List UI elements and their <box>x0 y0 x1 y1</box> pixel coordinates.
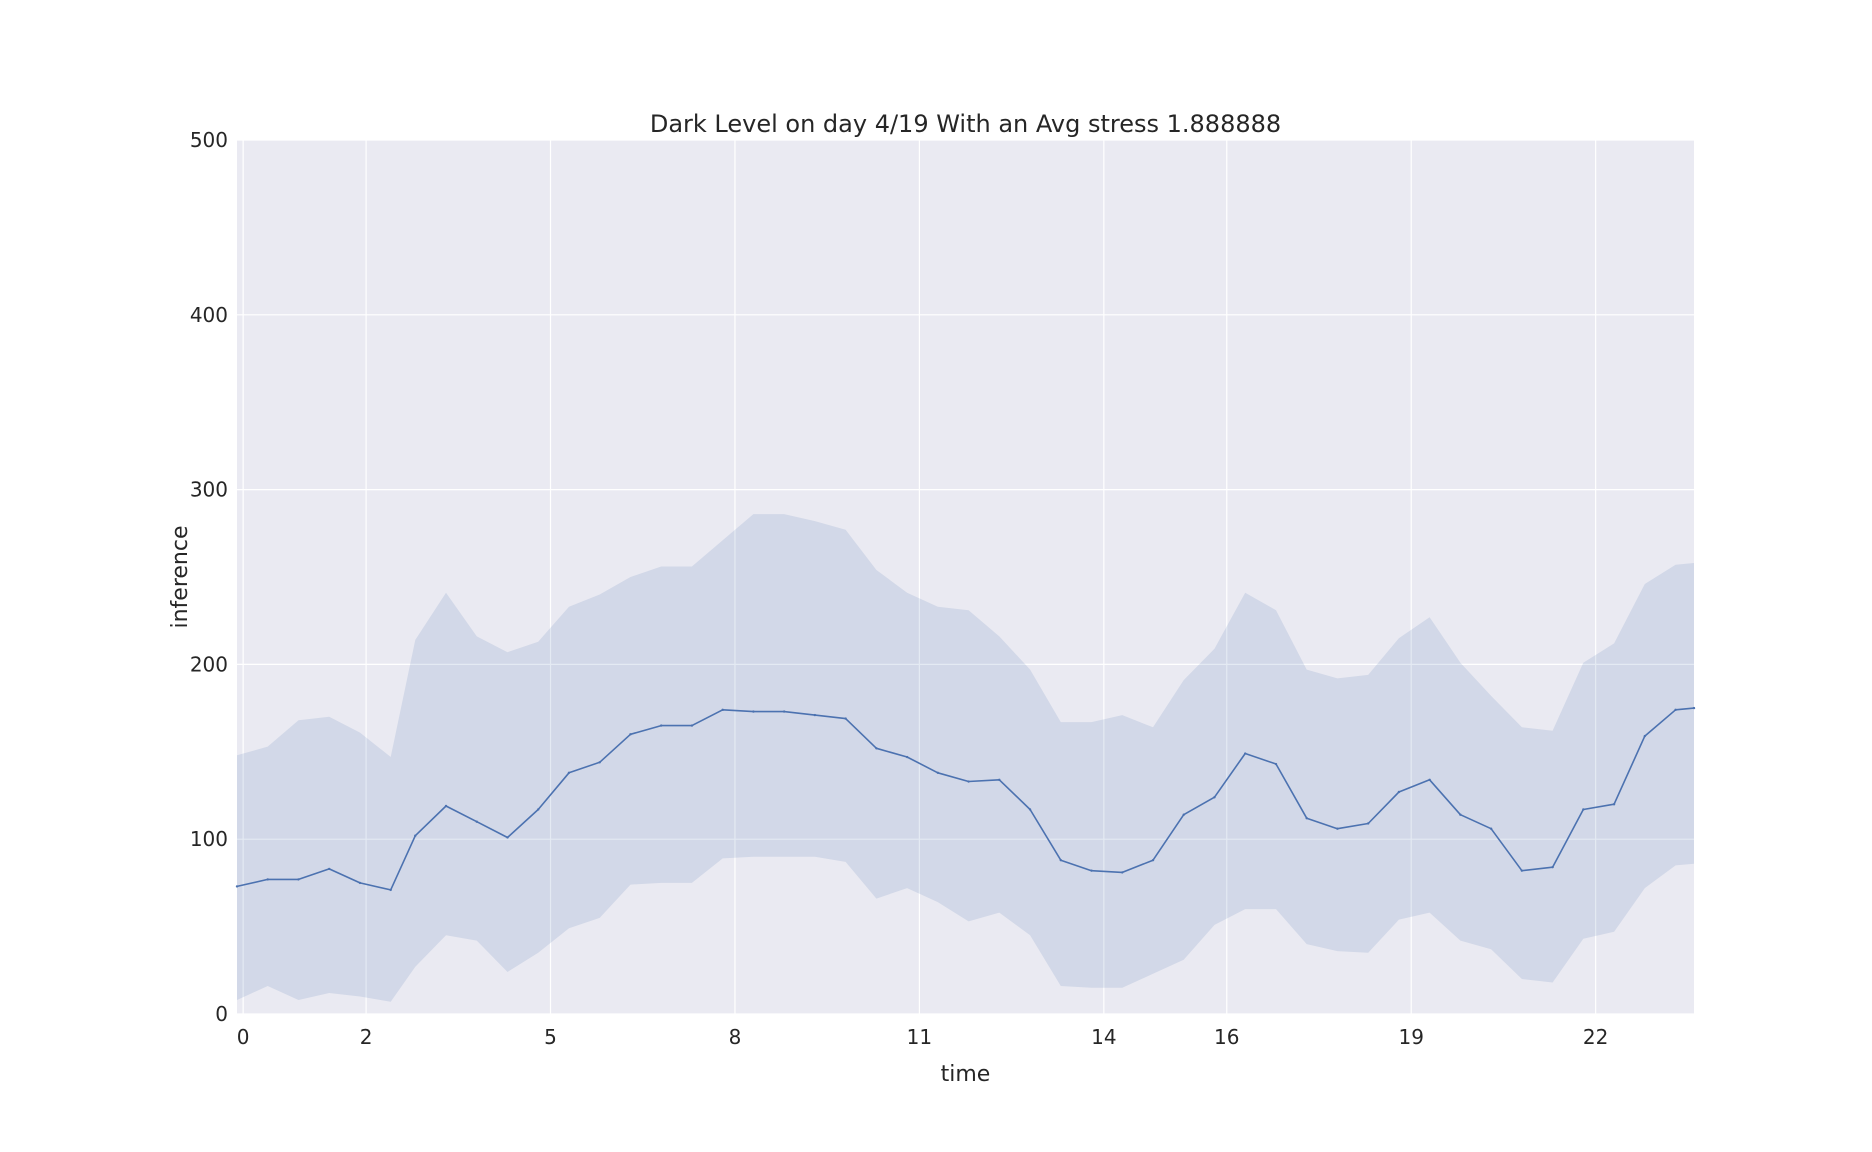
mean-data-point <box>1182 813 1185 816</box>
mean-data-point <box>1213 796 1216 799</box>
chart-title: Dark Level on day 4/19 With an Avg stres… <box>650 110 1281 138</box>
mean-data-point <box>328 867 331 871</box>
y-tick-label: 200 <box>190 652 228 676</box>
mean-data-point <box>936 771 940 774</box>
mean-data-point <box>782 710 786 713</box>
mean-data-point <box>1520 869 1524 872</box>
mean-data-point <box>1428 778 1431 781</box>
y-tick-label: 100 <box>190 827 228 851</box>
y-tick-label: 0 <box>215 1002 228 1026</box>
mean-data-point <box>414 834 417 837</box>
mean-data-point <box>475 820 478 823</box>
data-points <box>235 706 1696 892</box>
mean-data-point <box>1028 808 1032 811</box>
mean-data-point <box>567 771 571 774</box>
x-tick-label: 8 <box>729 1025 742 1049</box>
mean-data-point <box>1489 827 1493 830</box>
mean-data-point <box>998 778 1001 781</box>
mean-data-point <box>1692 706 1696 710</box>
mean-data-point <box>629 733 632 736</box>
mean-data-point <box>444 804 448 808</box>
mean-data-point <box>1090 869 1093 872</box>
mean-data-point <box>389 888 392 892</box>
mean-data-point <box>1274 762 1278 766</box>
mean-data-point <box>1336 827 1339 830</box>
mean-data-point <box>1244 752 1247 755</box>
gridlines <box>237 139 1694 1015</box>
mean-data-point <box>598 761 601 764</box>
x-axis-label: time <box>941 1062 991 1087</box>
mean-data-point <box>1366 822 1370 825</box>
mean-data-point <box>690 724 694 727</box>
mean-data-point <box>721 708 724 712</box>
x-tick-label: 11 <box>907 1025 932 1049</box>
x-tick-label: 2 <box>360 1025 373 1049</box>
y-tick-labels: 0 100 200 300 400 500 <box>190 128 228 1026</box>
x-tick-labels: 0 2 5 8 11 14 16 19 22 <box>237 1025 1609 1049</box>
mean-data-point <box>297 878 300 881</box>
y-axis-label: inference <box>168 525 193 628</box>
plot-background <box>237 140 1694 1014</box>
mean-data-point <box>506 836 509 839</box>
mean-data-point <box>844 717 847 720</box>
mean-data-point <box>813 713 817 717</box>
mean-data-point <box>1059 858 1062 862</box>
confidence-band <box>237 514 1694 1002</box>
mean-data-point <box>1582 808 1585 811</box>
mean-data-point <box>875 747 878 750</box>
mean-data-point <box>1305 817 1308 820</box>
x-tick-label: 14 <box>1091 1025 1116 1049</box>
x-tick-label: 5 <box>544 1025 557 1049</box>
mean-data-point <box>266 878 269 881</box>
y-tick-label: 400 <box>190 303 228 327</box>
mean-data-point <box>905 755 909 759</box>
x-tick-label: 19 <box>1398 1025 1423 1049</box>
x-tick-label: 22 <box>1583 1025 1608 1049</box>
mean-data-point <box>1643 734 1647 738</box>
mean-data-point <box>1121 871 1124 874</box>
y-tick-label: 500 <box>190 128 228 152</box>
mean-data-point <box>1397 790 1401 794</box>
mean-data-point <box>1459 813 1462 816</box>
mean-data-point <box>235 885 239 888</box>
mean-data-point <box>659 724 663 727</box>
x-tick-label: 0 <box>237 1025 250 1049</box>
mean-data-point <box>752 710 755 713</box>
y-tick-label: 300 <box>190 478 228 502</box>
mean-data-point <box>1151 858 1155 862</box>
mean-data-point <box>537 808 540 811</box>
mean-data-point <box>1551 865 1554 869</box>
mean-data-point <box>1674 708 1677 712</box>
mean-data-point <box>358 881 362 885</box>
mean-data-point <box>1612 803 1616 806</box>
mean-data-point <box>967 780 970 783</box>
x-tick-label: 16 <box>1214 1025 1239 1049</box>
